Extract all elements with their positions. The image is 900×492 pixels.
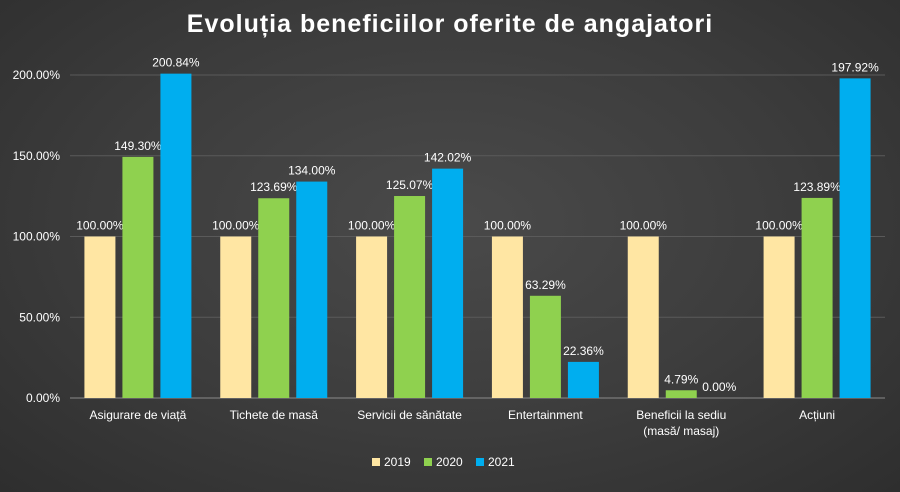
y-tick-label: 200.00% — [13, 68, 61, 82]
y-tick-label: 100.00% — [13, 230, 61, 244]
data-label: 134.00% — [288, 164, 336, 178]
data-label: 100.00% — [76, 219, 124, 233]
category-label: Tichete de masă — [230, 408, 319, 422]
bar — [220, 236, 252, 398]
data-label: 125.07% — [386, 178, 434, 192]
bar — [529, 295, 561, 398]
data-label: 123.69% — [250, 180, 298, 194]
bar — [258, 198, 290, 398]
bar — [394, 196, 426, 398]
data-label: 200.84% — [152, 56, 200, 70]
data-label: 142.02% — [424, 151, 472, 165]
data-label: 100.00% — [212, 219, 260, 233]
data-label: 100.00% — [620, 219, 668, 233]
bar — [665, 390, 697, 398]
legend-swatch — [424, 458, 432, 466]
category-label: Acțiuni — [799, 408, 835, 422]
bar — [84, 236, 116, 398]
bar — [432, 168, 464, 398]
legend-label: 2019 — [384, 455, 411, 469]
chart-title: Evoluția beneficiilor oferite de angajat… — [186, 10, 714, 38]
category-label: Beneficii la sediu — [636, 408, 726, 422]
legend-label: 2020 — [436, 455, 463, 469]
y-tick-label: 50.00% — [19, 310, 60, 324]
data-label: 100.00% — [484, 219, 532, 233]
legend-label: 2021 — [488, 455, 515, 469]
data-label: 149.30% — [114, 139, 162, 153]
bar — [160, 73, 192, 398]
data-label: 100.00% — [755, 219, 803, 233]
data-label: 100.00% — [348, 219, 396, 233]
bar — [763, 236, 795, 398]
bar — [801, 197, 833, 398]
y-tick-label: 0.00% — [26, 391, 60, 405]
bar — [627, 236, 659, 398]
data-label: 4.79% — [664, 372, 698, 386]
legend-swatch — [372, 458, 380, 466]
bar — [567, 361, 599, 398]
bar — [839, 78, 871, 399]
bar — [296, 181, 328, 398]
category-label: (masă/ masaj) — [643, 424, 719, 438]
data-label: 197.92% — [831, 60, 879, 74]
category-label: Servicii de sănătate — [357, 408, 462, 422]
category-label: Asigurare de viață — [90, 408, 187, 422]
bar — [491, 236, 523, 398]
y-tick-label: 150.00% — [13, 149, 61, 163]
data-label: 0.00% — [702, 380, 736, 394]
legend-swatch — [476, 458, 484, 466]
data-label: 63.29% — [525, 278, 566, 292]
category-label: Entertainment — [508, 408, 583, 422]
bar — [356, 236, 388, 398]
data-label: 22.36% — [563, 344, 604, 358]
bar — [122, 156, 154, 398]
data-label: 123.89% — [793, 180, 841, 194]
